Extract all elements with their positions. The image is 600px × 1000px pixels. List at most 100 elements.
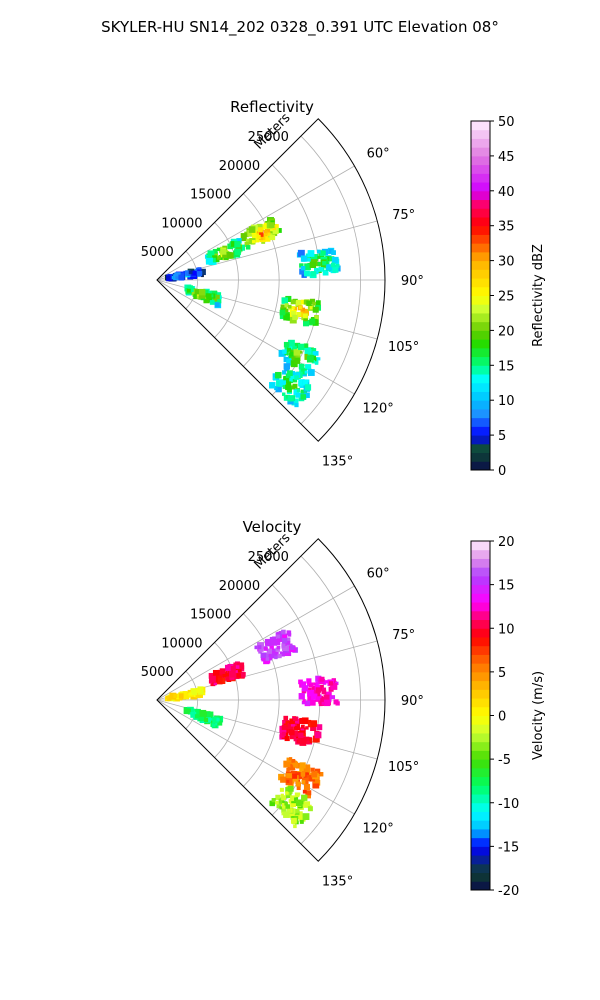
vel-colorbar-band <box>471 863 490 874</box>
refl-echo-gate <box>320 250 326 256</box>
vel-echo-gate <box>299 762 306 769</box>
vel-colorbar-band <box>471 811 490 821</box>
vel-echo-gate <box>314 768 321 774</box>
refl-echo-gate <box>331 256 339 264</box>
vel-echo-region <box>278 757 324 799</box>
vel-echo-gate <box>303 801 311 808</box>
refl-echo-gate <box>270 226 275 232</box>
vel-echo-gate <box>311 693 318 700</box>
refl-echo-gate <box>314 315 319 319</box>
refl-echo-gate <box>264 231 268 236</box>
refl-echo-region <box>269 363 312 408</box>
refl-colorbar-band <box>471 208 490 218</box>
refl-echo-gate <box>311 300 315 304</box>
refl-echo-region <box>296 247 341 279</box>
refl-colorbar-band <box>471 408 490 419</box>
vel-echo-gate <box>215 721 220 726</box>
vel-colorbar-band <box>471 567 490 577</box>
vel-echo-gate <box>306 737 313 744</box>
vel-echo-gate <box>333 699 339 705</box>
refl-echo-gate <box>314 361 319 365</box>
vel-echo-gate <box>276 634 280 639</box>
refl-colorbar-tick-label: 0 <box>498 464 506 479</box>
vel-echo-gate <box>299 727 306 734</box>
vel-echo-gate <box>217 671 224 678</box>
refl-echo-gate <box>269 234 276 241</box>
vel-echo-gate <box>307 719 312 724</box>
refl-echo-gate <box>214 256 220 263</box>
refl-colorbar-band <box>471 164 490 174</box>
vel-echo-gate <box>300 681 306 688</box>
refl-echo-gate <box>196 271 203 277</box>
refl-colorbar-tick-label: 45 <box>498 150 515 165</box>
vel-echo-gate <box>293 736 299 742</box>
refl-echo-gate <box>293 355 298 360</box>
vel-echo-gate <box>293 824 297 829</box>
refl-echo-gate <box>286 358 293 366</box>
refl-colorbar-band <box>471 286 490 296</box>
refl-echo-gate <box>318 266 324 272</box>
vel-echo-gate <box>236 673 241 678</box>
refl-colorbar-band <box>471 312 490 323</box>
refl-echo-gate <box>300 265 306 271</box>
vel-echo-gate <box>284 802 288 806</box>
refl-echo-gate <box>217 256 221 260</box>
refl-echo-gate <box>287 304 292 309</box>
refl-echo-gate <box>332 266 339 273</box>
refl-range-tick-label: 10000 <box>161 216 202 231</box>
refl-colorbar-band <box>471 321 490 331</box>
refl-echo-gate <box>304 263 311 271</box>
refl-colorbar-band <box>471 199 490 209</box>
refl-colorbar-band <box>471 400 490 410</box>
refl-echo-gate <box>284 366 290 372</box>
vel-echo-gate <box>311 771 318 778</box>
refl-echo-gate <box>310 271 316 277</box>
vel-echo-gate <box>276 645 281 650</box>
refl-echo-gate <box>203 297 210 304</box>
refl-colorbar-band <box>471 330 490 340</box>
vel-echo-gate <box>304 687 308 692</box>
vel-echo-gate <box>321 701 325 705</box>
vel-echo-gate <box>209 675 216 683</box>
refl-colorbar-band <box>471 234 490 244</box>
refl-echo-gate <box>293 389 300 396</box>
vel-colorbar-band <box>471 741 490 751</box>
refl-echo-region <box>279 295 322 327</box>
refl-colorbar-band <box>471 391 490 401</box>
refl-echo-gate <box>283 313 290 321</box>
refl-echo-gate <box>289 351 295 357</box>
vel-colorbar-band <box>471 759 490 769</box>
refl-echo-gate <box>275 371 282 379</box>
vel-echo-gate <box>288 729 295 736</box>
refl-echo-gate <box>317 357 321 361</box>
refl-echo-gate <box>234 241 241 248</box>
vel-echo-gate <box>183 708 190 715</box>
vel-echo-gate <box>195 693 201 699</box>
vel-colorbar-band <box>471 715 490 725</box>
vel-echo-gate <box>321 689 327 695</box>
refl-echo-gate <box>275 385 282 393</box>
refl-azimuth-tick-label: 135° <box>322 455 353 470</box>
vel-echo-gate <box>257 645 262 650</box>
refl-echo-gate <box>328 248 334 254</box>
vel-echo-gate <box>290 795 296 802</box>
vel-range-tick-label: 25000 <box>248 550 289 565</box>
vel-echo-gate <box>297 772 301 776</box>
vel-echo-gate <box>217 720 223 726</box>
vel-colorbar-band <box>471 732 490 743</box>
refl-echo-gate <box>302 313 308 319</box>
vel-echo-gate <box>287 785 294 792</box>
vel-echo-gate <box>290 817 297 824</box>
refl-colorbar-band <box>471 190 490 201</box>
vel-colorbar-tick-label: -5 <box>498 753 511 768</box>
vel-echo-gate <box>199 709 207 717</box>
vel-echo-gate <box>203 717 209 723</box>
refl-echo-gate <box>287 370 293 376</box>
refl-echo-gate <box>293 357 301 364</box>
refl-echo-gate <box>227 243 233 250</box>
vel-echo-gate <box>213 681 218 686</box>
vel-azimuth-tick-label: 120° <box>362 822 393 837</box>
vel-echo-gate <box>306 678 312 684</box>
refl-echo-gate <box>222 252 228 259</box>
refl-colorbar-band <box>471 147 490 157</box>
